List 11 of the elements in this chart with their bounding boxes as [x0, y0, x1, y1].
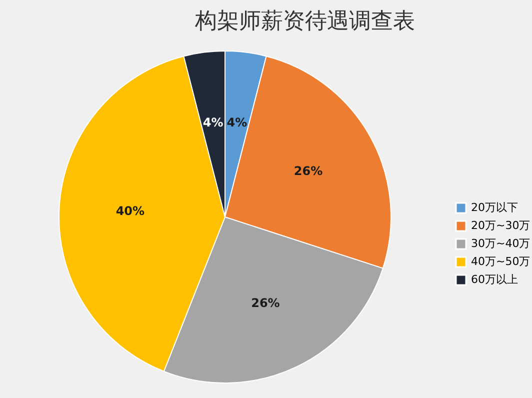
legend-label: 60万以上 — [471, 273, 518, 286]
chart-title: 构架师薪资待遇调查表 — [194, 9, 415, 34]
data-label: 4% — [202, 116, 224, 130]
data-label: 26% — [251, 296, 280, 310]
data-label: 4% — [226, 116, 248, 130]
data-label: 40% — [116, 204, 145, 218]
legend-label: 30万~40万 — [471, 237, 530, 250]
data-label: 26% — [294, 164, 323, 178]
legend-label: 20万~30万 — [471, 219, 530, 232]
legend-label: 20万以下 — [471, 201, 518, 214]
legend-label: 40万~50万 — [471, 255, 530, 268]
